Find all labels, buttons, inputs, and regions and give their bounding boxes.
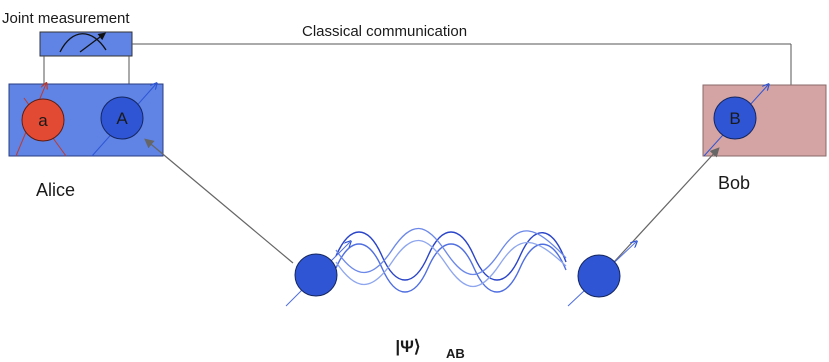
particle-B — [713, 96, 757, 140]
entanglement-waves — [335, 227, 567, 293]
arrow-to-bob — [613, 147, 720, 263]
particle-B-label: B — [729, 109, 740, 128]
meter-needle-icon — [59, 32, 107, 53]
particle-A-label: A — [116, 109, 128, 128]
alice-label: Alice — [36, 180, 75, 200]
state-subscript: AB — [446, 346, 465, 361]
particle-a — [21, 98, 65, 142]
particle-a-label: a — [38, 111, 48, 130]
joint-measurement-box — [39, 31, 133, 57]
classical-communication-label: Classical communication — [302, 23, 467, 40]
joint-measurement-label: Joint measurement — [2, 10, 130, 27]
particle-A — [100, 96, 144, 140]
arrow-to-alice — [144, 138, 294, 264]
bob-label: Bob — [718, 173, 750, 193]
source-particle-right — [577, 254, 621, 298]
state-ket: |Ψ⟩ — [395, 337, 420, 356]
classical-communication-line — [132, 43, 792, 85]
source-particle-left — [294, 253, 338, 297]
